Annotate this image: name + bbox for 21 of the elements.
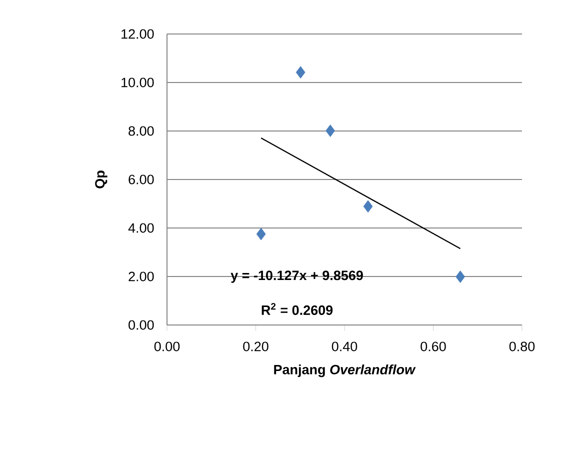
y-tick-label: 8.00: [128, 126, 154, 136]
y-tick-label: 12.00: [122, 29, 154, 39]
y-tick-label: 6.00: [128, 174, 154, 184]
y-tick-label: 2.00: [128, 272, 154, 282]
point: [256, 228, 266, 240]
point: [456, 270, 466, 283]
y-tick-label: 10.00: [122, 78, 154, 88]
x-tick-label: 0.00: [154, 342, 180, 352]
y-tick-label: 4.00: [128, 223, 154, 233]
annotation: R$^{2}$ = 0.2609: [262, 303, 333, 315]
x-axis-title: Panjang Overlandflow: [274, 364, 416, 378]
annotation: y = -10.127x + 9.8569: [230, 270, 363, 283]
x-tick-label: 0.40: [332, 342, 358, 352]
point: [363, 200, 373, 213]
y-axis-title: Qp: [95, 170, 108, 188]
x-tick-label: 0.60: [420, 342, 446, 352]
point: [326, 124, 335, 137]
x-tick-label: 0.20: [243, 342, 268, 352]
y-tick-label: 0.00: [128, 320, 154, 330]
x-tick-label: 0.80: [509, 342, 535, 352]
point: [296, 66, 306, 79]
